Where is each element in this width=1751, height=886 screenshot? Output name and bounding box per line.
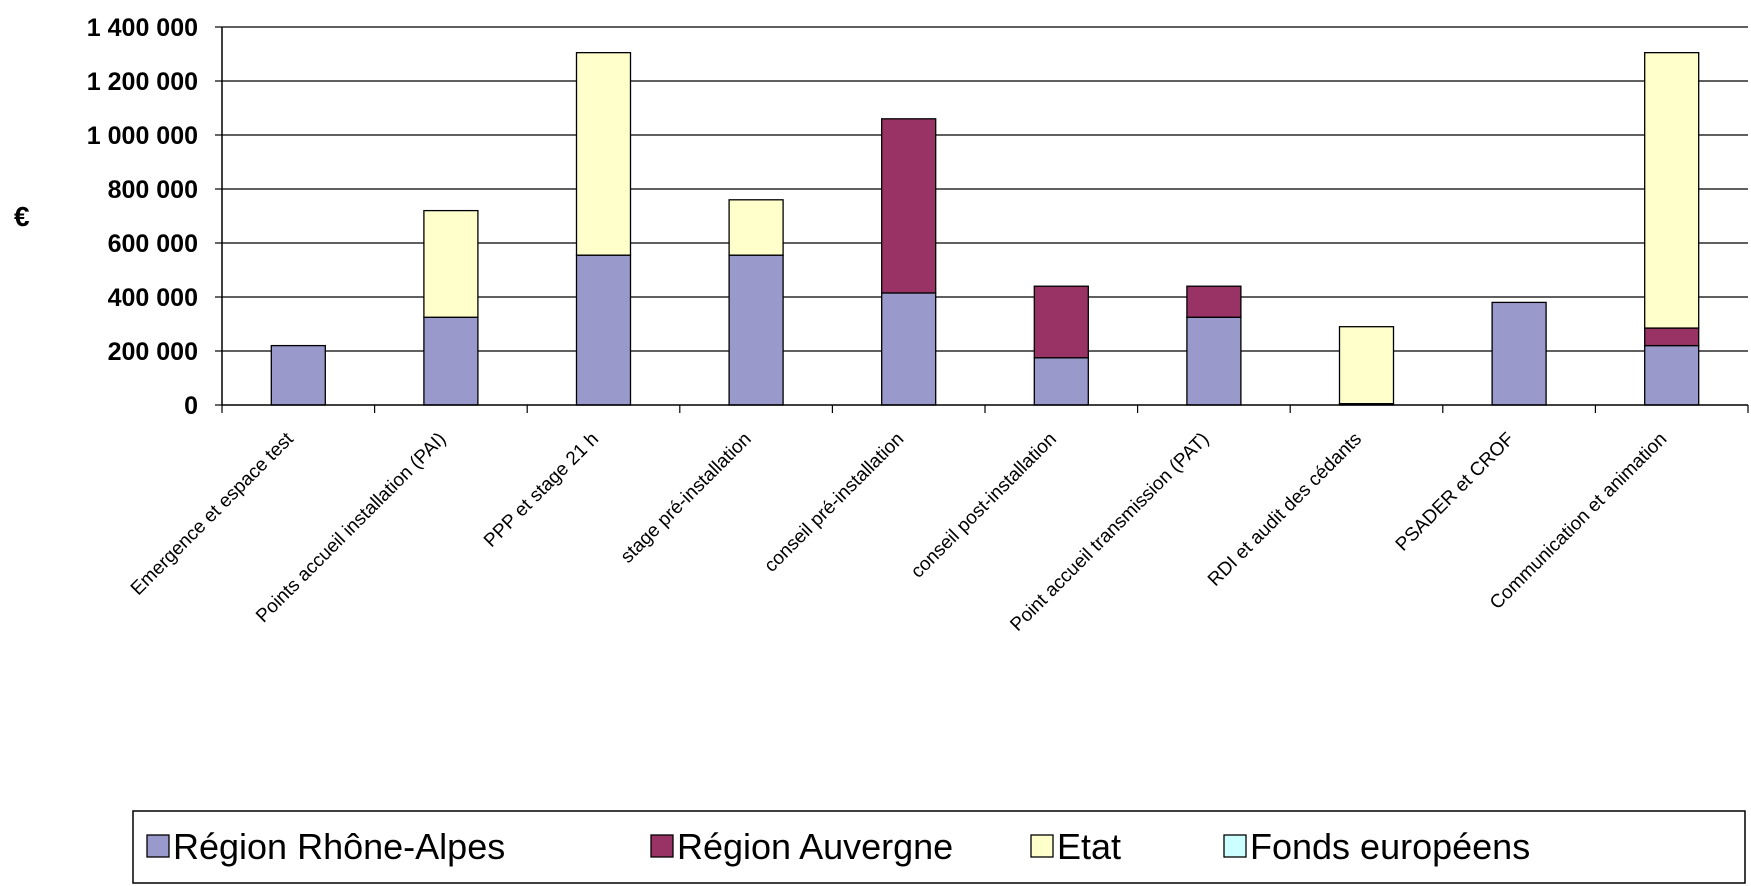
legend: Région Rhône-Alpes Région Auvergne Etat Fon… (132, 810, 1746, 884)
bar-stack (575, 52, 632, 406)
legend-swatch (650, 834, 674, 858)
bar-segment (1338, 326, 1395, 405)
legend-item: Fonds européens (1223, 826, 1530, 867)
bar-stack (1186, 285, 1242, 406)
y-tick-label: 1 000 000 (87, 122, 198, 150)
x-category-label: PPP et stage 21 h (480, 429, 603, 552)
y-tick-label: 400 000 (108, 284, 198, 312)
bar-stack (728, 199, 784, 406)
legend-box (132, 810, 1746, 884)
legend-item: Etat (1030, 826, 1121, 867)
bar-segment (1033, 357, 1089, 406)
legend-swatch (1030, 834, 1054, 858)
bar-segment (1186, 316, 1242, 406)
y-tick-label: 200 000 (108, 338, 198, 366)
bar-segment (881, 292, 937, 406)
bar-stack (1491, 301, 1547, 406)
bar-segment (1644, 344, 1700, 406)
bar-segment (1644, 52, 1700, 329)
legend-swatch (1223, 834, 1247, 858)
bar-segment (881, 118, 937, 294)
legend-label: Fonds européens (1250, 826, 1530, 867)
x-category-label: conseil post-installation (907, 429, 1061, 583)
x-category-label: stage pré-installation (617, 429, 756, 568)
bar-stack (881, 118, 937, 406)
bar-segment (575, 254, 632, 406)
y-axis-label: € (14, 201, 30, 232)
axes (215, 26, 1749, 413)
bar-stack (1033, 285, 1089, 406)
legend-swatch (146, 834, 170, 858)
bar-segment (1033, 285, 1089, 359)
y-tick-label: 800 000 (108, 176, 198, 204)
bars (270, 52, 1700, 406)
y-tick-label: 1 400 000 (87, 14, 198, 42)
legend-item: Région Rhône-Alpes (146, 826, 505, 867)
x-category-label: Emergence et espace test (127, 428, 298, 599)
y-tick-label: 1 200 000 (87, 68, 198, 96)
x-category-label: RDI et audit des cédants (1204, 429, 1366, 591)
bar-stack (423, 209, 479, 406)
x-category-label: Communication et animation (1486, 429, 1671, 614)
legend-label: Région Rhône-Alpes (173, 826, 505, 867)
bar-stack (1338, 326, 1395, 406)
bar-segment (1644, 327, 1700, 347)
bar-segment (728, 199, 784, 256)
bar-segment (270, 344, 326, 406)
y-tick-label: 0 (184, 392, 198, 420)
bar-stack (270, 344, 326, 406)
bar-segment (423, 209, 479, 318)
bar-segment (1186, 285, 1242, 318)
x-category-label: PSADER et CROF (1392, 429, 1519, 556)
legend-label: Etat (1057, 826, 1121, 867)
bar-segment (728, 254, 784, 406)
bar-stack (1644, 52, 1700, 406)
bar-segment (575, 52, 632, 256)
bar-segment (423, 316, 479, 406)
bar-segment (1491, 301, 1547, 406)
legend-item: Région Auvergne (650, 826, 953, 867)
x-category-label: conseil pré-installation (760, 429, 908, 577)
legend-label: Région Auvergne (677, 826, 953, 867)
y-tick-label: 600 000 (108, 230, 198, 258)
labels: 0 200 000 400 000 600 000 800 000 1 000 000 1 … (14, 14, 1671, 636)
